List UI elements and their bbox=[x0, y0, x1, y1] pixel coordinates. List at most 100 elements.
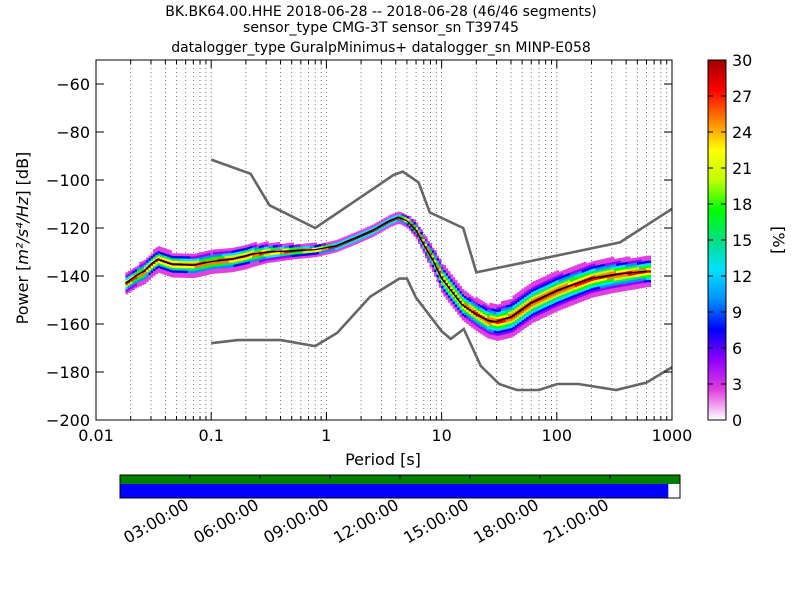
density-cell bbox=[600, 268, 603, 272]
density-cell bbox=[503, 324, 506, 328]
density-cell bbox=[613, 263, 617, 267]
density-cell bbox=[643, 272, 647, 276]
density-cell bbox=[365, 234, 368, 238]
density-cell bbox=[132, 280, 135, 283]
density-cell bbox=[489, 307, 493, 311]
density-cell bbox=[588, 276, 592, 280]
density-cell bbox=[171, 267, 175, 271]
density-cell bbox=[173, 274, 177, 278]
density-cell bbox=[586, 263, 589, 266]
density-cell bbox=[579, 299, 582, 303]
density-cell bbox=[249, 255, 253, 259]
density-cell bbox=[528, 312, 532, 316]
density-cell bbox=[639, 278, 642, 282]
density-cell bbox=[153, 268, 156, 272]
density-cell bbox=[134, 271, 138, 275]
density-cell bbox=[316, 246, 320, 250]
density-cell bbox=[567, 287, 571, 290]
density-cell bbox=[164, 262, 168, 266]
density-cell bbox=[533, 285, 536, 289]
density-cell bbox=[496, 304, 499, 308]
density-cell bbox=[420, 229, 423, 232]
density-cell bbox=[570, 303, 573, 306]
density-cell bbox=[222, 251, 225, 254]
density-cell bbox=[643, 260, 647, 264]
density-cell bbox=[623, 281, 626, 284]
density-cell bbox=[523, 296, 527, 300]
density-cell bbox=[549, 302, 552, 306]
density-cell bbox=[565, 276, 569, 279]
density-cell bbox=[496, 328, 499, 332]
timeline-label: 18:00:00 bbox=[470, 495, 542, 547]
density-cell bbox=[517, 325, 520, 329]
density-cell bbox=[526, 299, 529, 303]
density-cell bbox=[180, 275, 184, 278]
density-cell bbox=[616, 282, 619, 286]
density-cell bbox=[411, 221, 414, 224]
density-cell bbox=[558, 276, 562, 280]
density-cell bbox=[627, 278, 631, 281]
density-cell bbox=[392, 215, 396, 219]
density-cell bbox=[272, 242, 276, 246]
density-cell bbox=[261, 259, 264, 263]
density-cell bbox=[595, 291, 599, 295]
density-cell bbox=[620, 288, 624, 292]
density-cell bbox=[141, 263, 145, 266]
density-cell bbox=[438, 284, 442, 288]
density-cell bbox=[586, 275, 589, 278]
density-cell bbox=[609, 290, 612, 294]
density-cell bbox=[547, 274, 550, 278]
density-cell bbox=[521, 322, 525, 326]
density-cell bbox=[445, 275, 449, 279]
density-cell bbox=[323, 250, 327, 253]
density-cell bbox=[360, 236, 364, 240]
density-cell bbox=[376, 221, 380, 225]
density-cell bbox=[526, 304, 529, 308]
density-cell bbox=[189, 253, 193, 257]
density-cell bbox=[464, 302, 467, 306]
density-cell bbox=[549, 307, 552, 310]
density-cell bbox=[544, 287, 548, 291]
density-cell bbox=[436, 260, 440, 264]
density-cell bbox=[212, 263, 216, 267]
density-cell bbox=[381, 228, 384, 232]
density-cell bbox=[272, 257, 276, 260]
density-cell bbox=[523, 306, 527, 310]
density-cell bbox=[130, 269, 133, 273]
density-cell bbox=[452, 291, 456, 295]
density-cell bbox=[523, 303, 527, 307]
density-cell bbox=[553, 276, 557, 279]
density-cell bbox=[477, 325, 481, 328]
density-cell bbox=[166, 263, 170, 267]
density-cell bbox=[606, 269, 610, 273]
density-cell bbox=[542, 305, 546, 309]
density-cell bbox=[242, 264, 246, 268]
density-cell bbox=[443, 291, 446, 295]
title-line-3: datalogger_type GuralpMinimus+ datalogge… bbox=[171, 40, 591, 56]
density-cell bbox=[344, 236, 347, 240]
density-cell bbox=[567, 275, 571, 278]
density-cell bbox=[252, 259, 255, 263]
density-cell bbox=[544, 275, 548, 279]
density-cell bbox=[572, 302, 575, 305]
density-cell bbox=[590, 290, 594, 294]
density-cell bbox=[517, 301, 520, 305]
density-cell bbox=[466, 316, 470, 320]
density-cell bbox=[526, 321, 529, 325]
density-cell bbox=[537, 310, 541, 313]
density-cell bbox=[623, 276, 626, 280]
density-cell bbox=[521, 327, 525, 330]
density-cell bbox=[438, 260, 442, 264]
density-cell bbox=[500, 329, 504, 333]
density-cell bbox=[141, 260, 145, 264]
density-cell bbox=[277, 244, 281, 248]
density-cell bbox=[378, 220, 382, 224]
density-cell bbox=[397, 211, 400, 215]
density-cell bbox=[551, 282, 555, 285]
density-cell bbox=[597, 259, 601, 263]
density-cell bbox=[196, 260, 200, 263]
density-cell bbox=[487, 309, 490, 313]
density-cell bbox=[201, 251, 205, 255]
density-cell bbox=[378, 223, 382, 226]
density-cell bbox=[159, 249, 163, 253]
